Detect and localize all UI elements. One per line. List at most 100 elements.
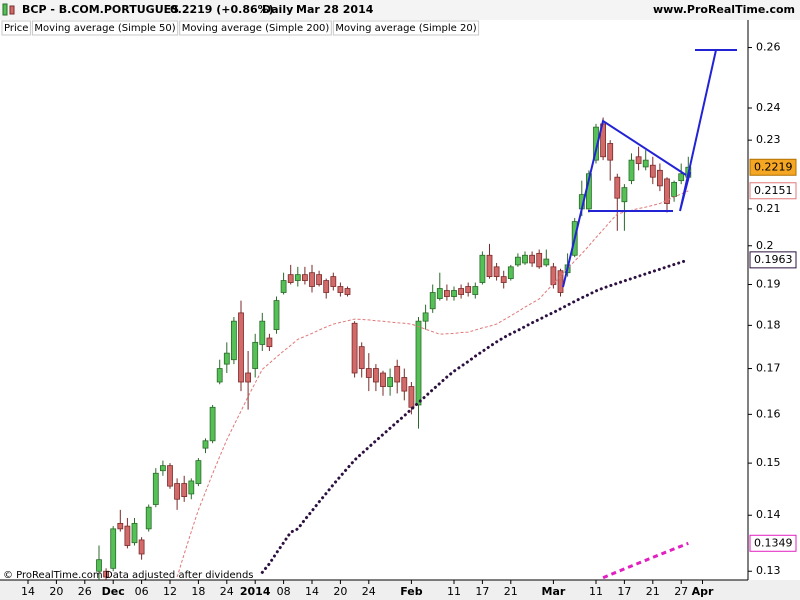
last-value-box (749, 251, 797, 269)
candle-body (202, 440, 209, 449)
candle-body (621, 187, 628, 203)
legend-box (31, 20, 179, 36)
candle-body (294, 274, 301, 281)
period: Daily (262, 3, 293, 16)
last-value-box (749, 534, 797, 552)
candle-body (131, 522, 138, 544)
candle-body (671, 181, 677, 197)
plot-area (96, 117, 692, 580)
legend-box (179, 20, 332, 36)
y-tick-label: 0.26 (756, 41, 781, 54)
candle-body (309, 272, 315, 287)
moving-average-line (260, 258, 690, 574)
legend-label: Price (4, 23, 28, 34)
y-tick-label: 0.24 (756, 101, 781, 114)
x-tick-label: 21 (504, 585, 518, 598)
candle-body (174, 483, 181, 500)
x-tick-label: 17 (475, 585, 489, 598)
candle-body (451, 290, 457, 297)
last-value-label: 0.2151 (754, 184, 793, 197)
candle-body (515, 256, 521, 266)
x-tick-label: 08 (277, 585, 291, 598)
x-tick-label: 26 (78, 585, 92, 598)
candle-body (167, 465, 173, 487)
note: Data adjusted after dividends (105, 570, 254, 581)
trendlines (562, 49, 737, 288)
candle-body (280, 280, 287, 293)
y-axis-area (748, 20, 800, 600)
y-tick-label: 0.15 (756, 456, 781, 469)
candle-body (117, 522, 124, 530)
candle-body (103, 570, 109, 578)
y-tick-label: 0.14 (756, 508, 781, 521)
candle-body (543, 258, 550, 266)
legend-box (1, 20, 31, 36)
x-tick-label: 14 (305, 585, 319, 598)
candle-body (323, 280, 330, 293)
candle-body (500, 276, 507, 283)
candle-body (287, 274, 294, 283)
candle-body (238, 312, 244, 383)
candle-body (337, 286, 344, 293)
quote: 0.2219 (+0.86%) (170, 3, 274, 16)
candle-body (138, 539, 145, 555)
y-tick-label: 0.17 (756, 362, 781, 375)
legend-label: Moving average (Simple 200) (182, 23, 330, 34)
candle-body (642, 159, 649, 168)
header-icon (2, 3, 8, 16)
candle-body (188, 480, 195, 495)
x-tick-label: 11 (589, 585, 603, 598)
moving-average-line (176, 190, 689, 578)
candle-body (245, 372, 252, 383)
candle-body (216, 368, 223, 383)
x-tick-label: 14 (21, 585, 35, 598)
source: www.ProRealTime.com (653, 3, 795, 16)
candle-body (259, 320, 266, 345)
candle-body (394, 365, 401, 383)
candle-body (493, 266, 500, 278)
candle-body (408, 386, 415, 408)
candle-body (657, 169, 663, 187)
candle-body (387, 377, 394, 387)
y-tick-label: 0.21 (756, 202, 781, 215)
x-tick-label: 21 (646, 585, 660, 598)
candle-body (415, 320, 422, 406)
candle-body (536, 252, 543, 268)
x-tick-label: 06 (135, 585, 149, 598)
candle-body (628, 159, 635, 182)
x-tick-label: 11 (447, 585, 461, 598)
candle-body (635, 156, 642, 164)
candle-body (607, 143, 614, 161)
chart-title: BCP - B.COM.PORTUGUES (22, 3, 179, 16)
x-tick-label: Dec (102, 585, 125, 598)
x-tick-label: 24 (220, 585, 234, 598)
y-tick-label: 0.18 (756, 318, 781, 331)
y-tick-label: 0.13 (756, 564, 781, 577)
x-tick-label: 20 (333, 585, 347, 598)
candle-body (649, 164, 656, 178)
y-tick-label: 0.2 (756, 239, 774, 252)
header-bar (0, 0, 800, 20)
candle-body (316, 274, 323, 285)
last-value-box (749, 158, 797, 176)
x-tick-label: 24 (362, 585, 376, 598)
moving-average-line (602, 541, 689, 580)
candle-body (365, 368, 372, 378)
candle-body (522, 254, 528, 264)
candle-body (252, 341, 259, 369)
candle-body (209, 406, 216, 442)
x-tick-label: 17 (617, 585, 631, 598)
candle-body (223, 352, 230, 365)
candle-body (458, 288, 465, 295)
trendline (562, 119, 687, 288)
candle-body (230, 320, 237, 361)
legend: Price Moving average (Simple 50) Moving av… (1, 20, 480, 36)
candle-body (678, 173, 685, 182)
y-tick-label: 0.23 (756, 133, 781, 146)
candle-body (96, 559, 102, 572)
candle-body (195, 460, 202, 484)
candle-body (472, 286, 479, 295)
x-tick-label: 12 (163, 585, 177, 598)
